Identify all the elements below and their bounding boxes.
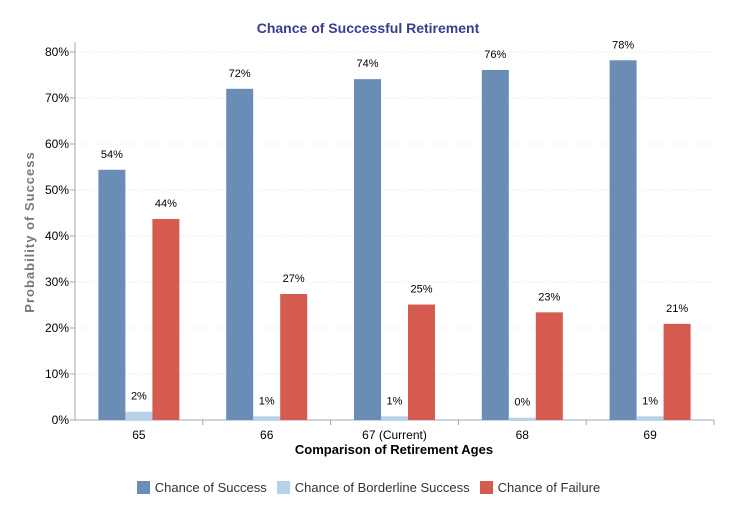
y-tick-label: 80% [45, 45, 69, 59]
data-label: 78% [612, 39, 634, 51]
x-tick-label: 65 [132, 428, 146, 442]
bar-chance-of-failure[interactable] [663, 323, 691, 420]
bar-chance-of-success[interactable] [481, 69, 509, 420]
y-tick-label: 0% [52, 413, 70, 427]
legend-label: Chance of Failure [497, 480, 601, 495]
y-tick-label: 60% [45, 137, 69, 151]
legend: Chance of Success Chance of Borderline Su… [0, 480, 737, 495]
legend-label: Chance of Borderline Success [294, 480, 470, 495]
y-tick-label: 10% [45, 367, 69, 381]
bar-chance-of-failure[interactable] [535, 312, 563, 420]
x-tick-label: 66 [260, 428, 274, 442]
data-labels: 54% 2% 44% 72% 1% 27% 74% 1% 25% 76% 0% 23% 78% 1% 21% [101, 39, 688, 408]
data-label: 23% [538, 291, 560, 303]
data-label: 72% [229, 68, 251, 80]
y-tick-label: 20% [45, 321, 69, 335]
bar-chance-of-success[interactable] [98, 169, 126, 420]
data-label: 74% [356, 58, 378, 70]
bar-chance-of-success[interactable] [226, 88, 254, 421]
y-tick-label: 70% [45, 91, 69, 105]
x-tick-label: 69 [643, 428, 657, 442]
chart-title: Chance of Successful Retirement [257, 20, 480, 36]
data-label: 76% [484, 49, 506, 61]
y-tick-label: 40% [45, 229, 69, 243]
data-label: 27% [283, 273, 305, 285]
legend-swatch [276, 481, 290, 494]
bar-chance-of-success[interactable] [354, 79, 381, 420]
legend-label: Chance of Success [154, 480, 267, 495]
bar-chance-of-success[interactable] [609, 60, 637, 420]
x-axis-title: Comparison of Retirement Ages [295, 442, 493, 457]
bar-chance-of-failure[interactable] [408, 304, 435, 420]
legend-item[interactable]: Chance of Borderline Success [276, 480, 470, 495]
data-label: 2% [131, 391, 147, 403]
axes: 0% 10% 20% 30% 40% 50% 60% 70% 80% 65 66 67 (Curren… [45, 42, 715, 442]
data-label: 1% [259, 395, 275, 407]
data-label: 1% [387, 395, 403, 407]
bars [98, 60, 691, 421]
bar-chance-of-borderline-success[interactable] [508, 417, 536, 420]
data-label: 54% [101, 149, 123, 161]
data-label: 44% [155, 198, 177, 210]
data-label: 25% [410, 284, 432, 296]
y-axis-title: Probability of Success [22, 151, 37, 312]
bar-chance-of-failure[interactable] [280, 293, 308, 420]
legend-swatch [136, 481, 150, 494]
bar-chance-of-borderline-success[interactable] [125, 411, 153, 420]
y-tick-label: 50% [45, 183, 69, 197]
legend-item[interactable]: Chance of Success [136, 480, 267, 495]
x-tick-label: 68 [516, 428, 530, 442]
bar-chance-of-borderline-success[interactable] [253, 416, 281, 420]
y-tick-label: 30% [45, 275, 69, 289]
bar-chance-of-borderline-success[interactable] [381, 416, 408, 420]
legend-item[interactable]: Chance of Failure [479, 480, 601, 495]
bar-chance-of-borderline-success[interactable] [636, 416, 664, 420]
legend-swatch [479, 481, 493, 494]
data-label: 1% [642, 395, 658, 407]
bar-chance-of-failure[interactable] [152, 218, 180, 420]
data-label: 0% [514, 397, 530, 409]
x-tick-label: 67 (Current) [362, 428, 427, 442]
data-label: 21% [666, 303, 688, 315]
